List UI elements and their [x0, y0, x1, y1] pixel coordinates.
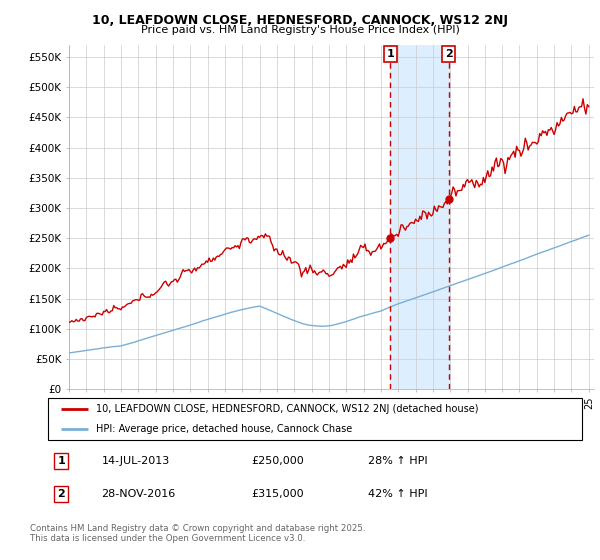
Text: 10, LEAFDOWN CLOSE, HEDNESFORD, CANNOCK, WS12 2NJ (detached house): 10, LEAFDOWN CLOSE, HEDNESFORD, CANNOCK,… [96, 404, 479, 414]
Text: 42% ↑ HPI: 42% ↑ HPI [368, 489, 428, 499]
Bar [390, 45, 449, 389]
Text: 1: 1 [386, 49, 394, 59]
Text: 28% ↑ HPI: 28% ↑ HPI [368, 456, 428, 466]
Text: 2: 2 [445, 49, 452, 59]
Text: 10, LEAFDOWN CLOSE, HEDNESFORD, CANNOCK, WS12 2NJ: 10, LEAFDOWN CLOSE, HEDNESFORD, CANNOCK,… [92, 14, 508, 27]
Text: 28-NOV-2016: 28-NOV-2016 [101, 489, 176, 499]
Text: 1: 1 [58, 456, 65, 466]
Text: Contains HM Land Registry data © Crown copyright and database right 2025.
This d: Contains HM Land Registry data © Crown c… [30, 524, 365, 543]
Text: 2: 2 [58, 489, 65, 499]
Text: 14-JUL-2013: 14-JUL-2013 [101, 456, 170, 466]
Text: £315,000: £315,000 [251, 489, 304, 499]
Text: £250,000: £250,000 [251, 456, 304, 466]
Text: HPI: Average price, detached house, Cannock Chase: HPI: Average price, detached house, Cann… [96, 424, 352, 434]
Text: Price paid vs. HM Land Registry's House Price Index (HPI): Price paid vs. HM Land Registry's House … [140, 25, 460, 35]
